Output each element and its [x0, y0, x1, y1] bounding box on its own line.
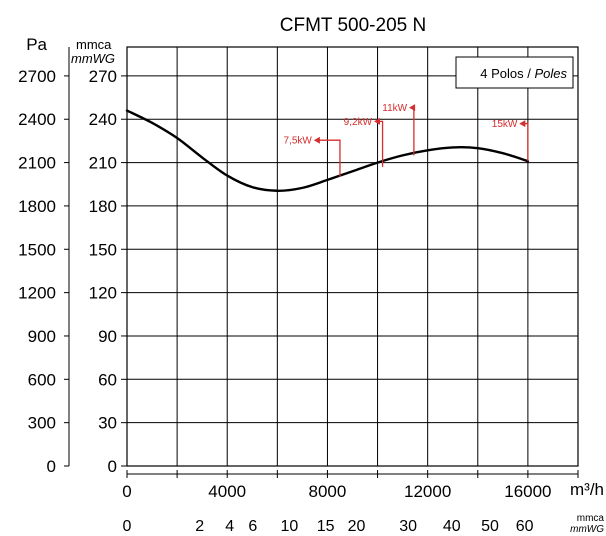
y-axis-pa-tick-label: 1500: [18, 240, 56, 259]
legend-label-upright: 4 Polos /: [480, 66, 534, 81]
y-axis-pa-tick-label: 300: [28, 414, 56, 433]
power-marker-arrow: [313, 136, 320, 144]
y-axis-pa-tick-label: 1800: [18, 197, 56, 216]
dynamic-axis-tick-label: 50: [481, 518, 499, 535]
power-marker-label: 9,2kW: [344, 117, 373, 128]
y-axis-mmca-tick-label: 60: [98, 370, 117, 389]
x-axis-tick-label: 8000: [309, 482, 347, 501]
power-marker-line: [410, 107, 415, 156]
plot-frame: [126, 46, 579, 467]
y-axis-mmca-unit: mmca: [76, 37, 112, 52]
y-axis-pa-tick-label: 1200: [18, 284, 56, 303]
chart-title: CFMT 500-205 N: [280, 15, 426, 36]
x-axis-tick-label: 0: [122, 482, 131, 501]
power-marker-label: 7,5kW: [284, 136, 313, 147]
y-axis-mmca-tick-label: 30: [98, 414, 117, 433]
dynamic-axis-tick-label: 6: [248, 518, 257, 535]
y-axis-mmca-tick-label: 0: [108, 457, 117, 476]
y-axis-mmwg-unit: mmWG: [71, 51, 115, 66]
y-axis-mmca: 0 30 60 90 120 150 180 210 240 270: [89, 67, 127, 476]
dynamic-axis-tick-label: 30: [399, 518, 417, 535]
x-axis-flow: 0 4000 8000 12000 16000: [122, 470, 579, 501]
dynamic-axis-unit-mmwg: mmWG: [570, 524, 604, 535]
legend-frame: [455, 56, 574, 89]
y-axis-pa-tick-label: 2400: [18, 110, 56, 129]
legend-box: 4 Polos / Poles: [455, 56, 574, 89]
dynamic-axis-tick-label: 15: [317, 518, 335, 535]
y-axis-mmca-tick-label: 120: [89, 284, 117, 303]
legend-label: 4 Polos / Poles: [480, 66, 567, 81]
power-marker-arrow: [519, 120, 526, 128]
dynamic-axis-unit-mmca: mmca: [577, 513, 605, 524]
dynamic-axis-tick-label: 2: [195, 518, 204, 535]
power-marker-arrow: [374, 117, 381, 125]
y-axis-mmca-tick-label: 90: [98, 327, 117, 346]
y-axis-pa-tick-label: 0: [47, 457, 56, 476]
x-axis-tick-label: 12000: [404, 482, 451, 501]
dynamic-axis-tick-label: 4: [225, 518, 234, 535]
power-marker-line: [520, 122, 529, 162]
y-axis-mmca-tick-label: 180: [89, 197, 117, 216]
dynamic-axis-tick-label: 0: [123, 518, 132, 535]
dynamic-axis-tick-label: 40: [443, 518, 461, 535]
y-axis-pa-unit: Pa: [26, 35, 47, 54]
x-axis-tick-label: 4000: [208, 482, 246, 501]
legend-label-italic: Poles: [534, 66, 567, 81]
pressure-curve: [125, 109, 530, 192]
y-axis-pa-tick-label: 900: [28, 327, 56, 346]
dynamic-axis-tick-label: 10: [280, 518, 298, 535]
x-axis-unit: m³/h: [570, 480, 604, 499]
x-axis-tick-label: 16000: [504, 482, 551, 501]
y-axis-pa-tick-label: 2100: [18, 154, 56, 173]
power-marker-arrow: [409, 104, 416, 112]
y-axis-mmca-tick-label: 270: [89, 67, 117, 86]
dynamic-pressure-axis: 0 2 4 6 10 15 20 30 40 50 60: [123, 518, 534, 535]
dynamic-axis-tick-label: 60: [516, 518, 534, 535]
power-marker-label: 11kW: [382, 103, 407, 114]
power-marker-line: [314, 139, 341, 178]
plot-grid: [127, 47, 578, 466]
dynamic-axis-tick-label: 20: [348, 518, 366, 535]
power-markers: 7,5kW 9,2kW 11kW 15kW: [284, 103, 529, 178]
y-axis-pa-tick-label: 2700: [18, 67, 56, 86]
power-marker-label: 15kW: [492, 119, 518, 130]
y-axis-pa-tick-label: 600: [28, 370, 56, 389]
y-axis-mmca-tick-label: 210: [89, 154, 117, 173]
y-axis-mmca-tick-label: 150: [89, 240, 117, 259]
y-axis-mmca-tick-label: 240: [89, 110, 117, 129]
power-marker-line: [375, 120, 384, 167]
y-axis-pa: 0 300 600 900 1200 1500 1800 2100 2400 2700: [18, 47, 70, 476]
